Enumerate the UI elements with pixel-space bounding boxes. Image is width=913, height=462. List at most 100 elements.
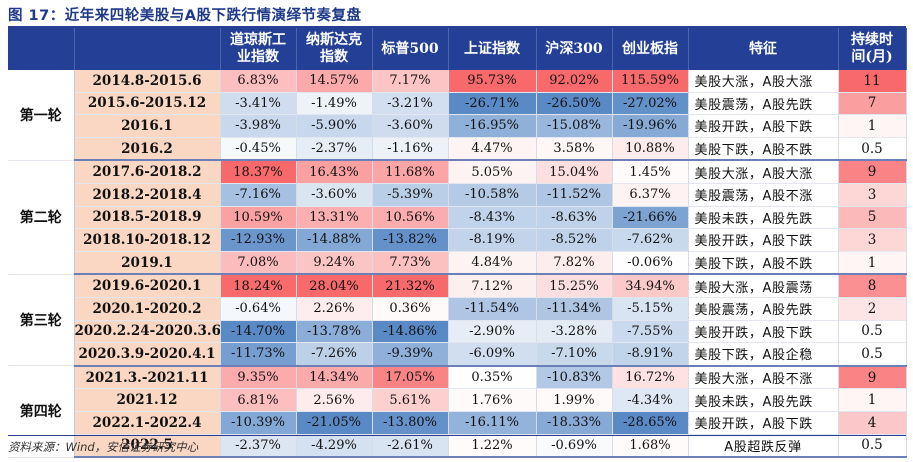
value-cell: -7.55% [612, 320, 689, 343]
feature-cell: A股超跌反弹 [688, 434, 839, 459]
value-cell: -4.34% [612, 388, 689, 412]
table-row: 2019.1 7.08% 9.24% 7.73% 4.84% 7.82% -0.06% 美股下… [8, 251, 907, 276]
value-cell: -10.39% [220, 411, 297, 434]
header-cell: 创业板指 [612, 28, 689, 70]
duration-cell: 7 [838, 92, 907, 115]
feature-cell: 美股未跌，A股先跌 [688, 388, 839, 412]
table-row: 第一轮 2014.8-2015.6 6.83% 14.57% 7.17% 95.73% 92… [8, 70, 907, 161]
value-cell: -0.69% [536, 434, 613, 459]
value-cell: 15.04% [536, 160, 613, 184]
duration-cell: 1 [838, 388, 907, 412]
value-cell: 3.58% [536, 137, 613, 162]
value-cell: -16.95% [448, 114, 537, 138]
value-cell: 95.73% [448, 70, 537, 93]
value-cell: 1.76% [448, 388, 537, 412]
value-cell: 1.99% [536, 388, 613, 412]
duration-cell: 11 [838, 70, 907, 93]
period-cell: 2022.5 [74, 434, 221, 459]
value-cell: -16.11% [448, 411, 537, 434]
value-cell: -3.60% [296, 183, 373, 207]
value-cell: -7.10% [536, 342, 613, 367]
value-cell: 6.81% [220, 388, 297, 412]
table-row: 2020.2.24-2020.3.6 -14.70% -13.78% -14.86% -… [8, 320, 907, 343]
feature-cell: 美股震荡，A股先跌 [688, 92, 839, 115]
value-cell: 21.32% [372, 274, 449, 298]
value-cell: 115.59% [612, 70, 689, 93]
title-rule [8, 26, 906, 28]
value-cell: -15.08% [536, 114, 613, 138]
period-cell: 2017.6-2018.2 [74, 160, 221, 184]
value-cell: 18.24% [220, 274, 297, 298]
duration-cell: 8 [838, 274, 907, 298]
value-cell: -5.39% [372, 183, 449, 207]
period-cell: 2019.1 [74, 251, 221, 276]
feature-cell: 美股大涨，A股不涨 [688, 365, 839, 389]
table-row: 2021.12 6.81% 2.56% 5.61% 1.76% 1.99% -4.34% 美股… [8, 388, 907, 412]
table-row: 2022.5 -2.37% -4.29% -2.61% 1.22% -0.69% 1.68%… [8, 434, 907, 459]
duration-cell: 9 [838, 160, 907, 184]
value-cell: -2.61% [372, 434, 449, 459]
header-cell: 道琼斯工 业指数 [220, 28, 297, 70]
value-cell: 7.08% [220, 251, 297, 276]
value-cell: 1.68% [612, 434, 689, 459]
value-cell: -21.66% [612, 206, 689, 229]
value-cell: -27.02% [612, 92, 689, 115]
period-cell: 2021.3.-2021.11 [74, 365, 221, 389]
feature-cell: 美股开跌，A股下跌 [688, 228, 839, 252]
feature-cell: 美股震荡，A股先跌 [688, 297, 839, 321]
header-cell: 纳斯达克 指数 [296, 28, 373, 70]
value-cell: -5.90% [296, 114, 373, 138]
data-table: 道琼斯工 业指数 纳斯达克 指数 标普500 上证指数 沪深300 创业板指 特征 持续时 间(月)… [8, 28, 907, 459]
table-row: 2016.1 -3.98% -5.90% -3.60% -16.95% -15.08% -1… [8, 114, 907, 138]
table-row: 第二轮 2017.6-2018.2 18.37% 16.43% 11.68% 5.05% 1… [8, 160, 907, 275]
table-row: 2022.1-2022.4 -10.39% -21.05% -13.80% -16.11… [8, 411, 907, 434]
duration-cell: 0.5 [838, 342, 907, 367]
value-cell: -0.45% [220, 137, 297, 162]
value-cell: 2.26% [296, 297, 373, 321]
value-cell: 14.57% [296, 70, 373, 93]
duration-cell: 9 [838, 365, 907, 389]
value-cell: -1.49% [296, 92, 373, 115]
period-cell: 2015.6-2015.12 [74, 92, 221, 115]
value-cell: 15.25% [536, 274, 613, 298]
value-cell: 11.68% [372, 160, 449, 184]
value-cell: -0.64% [220, 297, 297, 321]
value-cell: 5.61% [372, 388, 449, 412]
value-cell: 28.04% [296, 274, 373, 298]
table-row: 2016.2 -0.45% -2.37% -1.16% 4.47% 3.58% 10.88%… [8, 137, 907, 162]
value-cell: -11.52% [536, 183, 613, 207]
round-label: 第二轮 [8, 160, 75, 275]
value-cell: 10.56% [372, 206, 449, 229]
table-row: 2018.5-2018.9 10.59% 13.31% 10.56% -8.43% -8.… [8, 206, 907, 229]
value-cell: -14.88% [296, 228, 373, 252]
duration-cell: 1 [838, 114, 907, 138]
value-cell: -14.86% [372, 320, 449, 343]
source-note: 资料来源：Wind，安信证券研究中心 [8, 440, 199, 454]
value-cell: -11.73% [220, 342, 297, 367]
value-cell: 14.34% [296, 365, 373, 389]
value-cell: -26.50% [536, 92, 613, 115]
value-cell: 7.17% [372, 70, 449, 93]
period-cell: 2020.1-2020.2 [74, 297, 221, 321]
duration-cell: 1 [838, 251, 907, 276]
value-cell: -8.63% [536, 206, 613, 229]
value-cell: 6.83% [220, 70, 297, 93]
value-cell: 1.45% [612, 160, 689, 184]
period-cell: 2021.12 [74, 388, 221, 412]
value-cell: 10.88% [612, 137, 689, 162]
value-cell: 5.05% [448, 160, 537, 184]
value-cell: 17.05% [372, 365, 449, 389]
value-cell: -13.82% [372, 228, 449, 252]
feature-cell: 美股下跌，A股企稳 [688, 342, 839, 367]
table-row: 2018.2-2018.4 -7.16% -3.60% -5.39% -10.58% -1… [8, 183, 907, 207]
value-cell: -10.58% [448, 183, 537, 207]
round-label: 第一轮 [8, 70, 75, 161]
period-cell: 2020.2.24-2020.3.6 [74, 320, 221, 343]
value-cell: -11.54% [448, 297, 537, 321]
period-cell: 2018.2-2018.4 [74, 183, 221, 207]
table-row: 第四轮 2021.3.-2021.11 9.35% 14.34% 17.05% 0.35%… [8, 365, 907, 458]
value-cell: 2.56% [296, 388, 373, 412]
feature-cell: 美股开跌，A股下跌 [688, 411, 839, 434]
value-cell: 9.24% [296, 251, 373, 276]
value-cell: -14.70% [220, 320, 297, 343]
